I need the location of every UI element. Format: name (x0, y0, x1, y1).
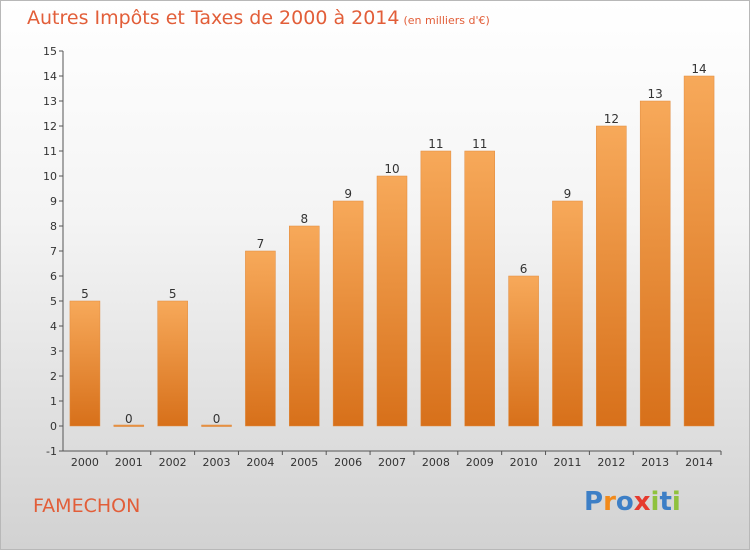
x-tick-label: 2003 (203, 456, 231, 469)
data-label: 9 (564, 187, 572, 201)
x-tick-label: 2009 (466, 456, 494, 469)
data-label: 10 (384, 162, 399, 176)
proxiti-logo: Proxiti (584, 487, 681, 517)
data-label: 0 (213, 412, 221, 426)
data-label: 11 (472, 137, 487, 151)
y-tick-label: 7 (50, 245, 57, 258)
bar-2007 (376, 175, 408, 427)
data-label: 12 (604, 112, 619, 126)
logo-letter: i (650, 487, 660, 517)
x-tick-label: 2001 (115, 456, 143, 469)
y-tick-label: 15 (43, 45, 57, 58)
y-tick-label: -1 (46, 445, 57, 458)
logo-letter: x (633, 487, 651, 517)
bar-2012 (596, 125, 627, 427)
x-tick-label: 2011 (553, 456, 581, 469)
y-tick-label: 8 (50, 220, 57, 233)
y-tick-label: 12 (43, 120, 57, 133)
y-tick-label: 4 (50, 320, 57, 333)
y-tick-label: 2 (50, 370, 57, 383)
x-tick-label: 2004 (246, 456, 274, 469)
y-tick-label: 0 (50, 420, 57, 433)
y-tick-label: 10 (43, 170, 57, 183)
logo-letter: i (671, 487, 681, 517)
data-label: 11 (428, 137, 443, 151)
logo-letter: o (615, 487, 634, 517)
data-label: 9 (344, 187, 352, 201)
x-tick-label: 2013 (641, 456, 669, 469)
x-tick-label: 2002 (159, 456, 187, 469)
bar-2013 (639, 100, 671, 427)
logo-letter: P (584, 487, 604, 517)
data-label: 8 (300, 212, 308, 226)
data-label: 5 (169, 287, 177, 301)
bar-2000 (69, 300, 101, 427)
data-label: 7 (257, 237, 265, 251)
data-label: 6 (520, 262, 528, 276)
bar-2003 (201, 424, 232, 427)
x-tick-label: 2000 (71, 456, 99, 469)
bar-2001 (113, 424, 145, 427)
bar-2009 (464, 150, 495, 427)
y-tick-label: 5 (50, 295, 57, 308)
bar-2004 (245, 250, 276, 427)
x-tick-label: 2005 (290, 456, 318, 469)
y-tick-label: 11 (43, 145, 57, 158)
bar-2006 (332, 200, 364, 427)
chart-title: Autres Impôts et Taxes de 2000 à 2014 (en… (27, 7, 490, 29)
x-tick-label: 2008 (422, 456, 450, 469)
data-label: 14 (691, 62, 706, 76)
bar-2011 (552, 200, 583, 427)
data-label: 13 (648, 87, 663, 101)
y-tick-label: 6 (50, 270, 57, 283)
data-label: 0 (125, 412, 133, 426)
bar-2002 (157, 300, 188, 427)
x-tick-label: 2010 (510, 456, 538, 469)
y-tick-label: 1 (50, 395, 57, 408)
x-tick-label: 2007 (378, 456, 406, 469)
y-tick-label: 14 (43, 70, 57, 83)
data-label: 5 (81, 287, 89, 301)
logo-letter: r (603, 487, 616, 517)
y-tick-label: 3 (50, 345, 57, 358)
bar-2014 (683, 75, 715, 427)
commune-name: FAMECHON (33, 495, 141, 517)
bar-2010 (508, 275, 539, 427)
unit-label: (en milliers d'€) (403, 14, 490, 27)
title-text: Autres Impôts et Taxes de 2000 à 2014 (27, 7, 400, 29)
bar-2008 (420, 150, 452, 427)
bar-2005 (289, 225, 320, 427)
y-tick-label: 9 (50, 195, 57, 208)
x-tick-label: 2012 (597, 456, 625, 469)
logo-letter: t (659, 487, 672, 517)
y-tick-label: 13 (43, 95, 57, 108)
x-tick-label: 2006 (334, 456, 362, 469)
x-tick-label: 2014 (685, 456, 713, 469)
